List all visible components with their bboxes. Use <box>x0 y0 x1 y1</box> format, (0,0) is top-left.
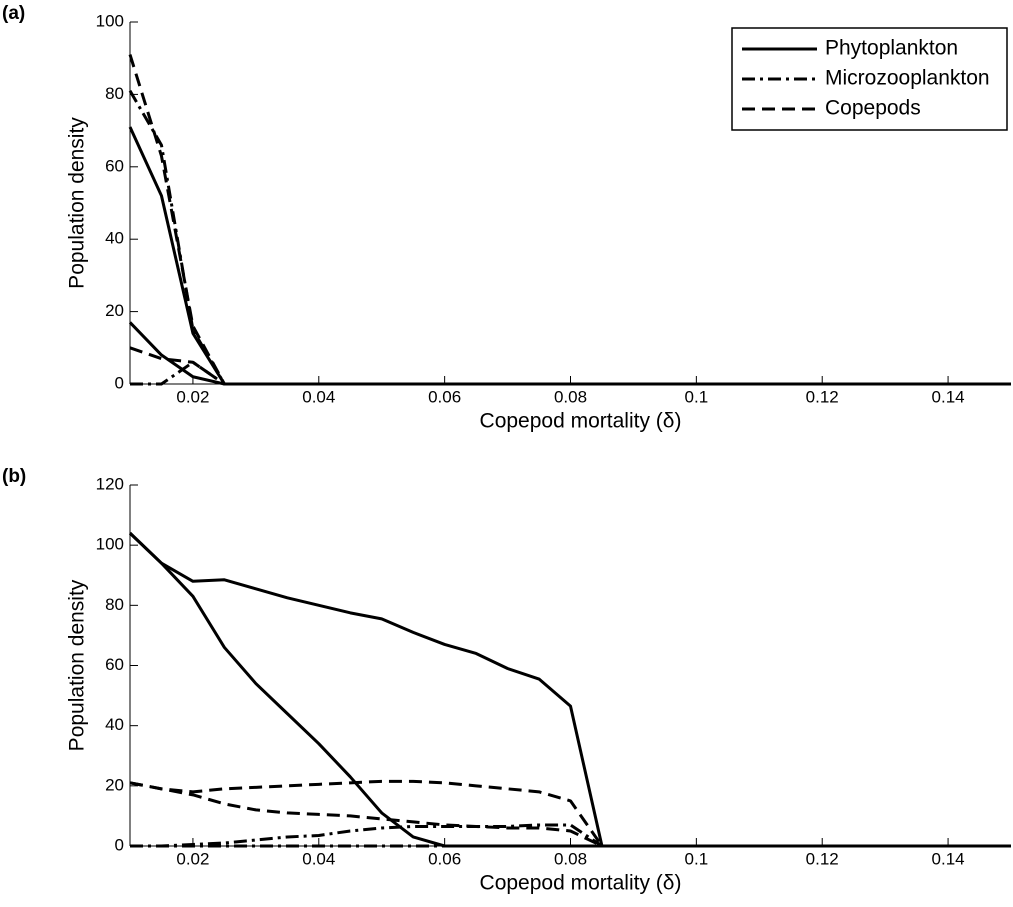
x-tick-label: 0.06 <box>428 849 461 868</box>
x-tick-label: 0.1 <box>685 387 709 406</box>
y-tick-label: 40 <box>105 715 124 734</box>
series-line <box>128 126 1011 386</box>
x-tick-label: 0.04 <box>302 849 335 868</box>
x-tick-label: 0.02 <box>176 849 209 868</box>
series-line <box>129 781 1011 848</box>
x-axis-label: Copepod mortality (δ) <box>480 410 682 433</box>
y-axis-label: Population density <box>66 579 89 751</box>
series-line <box>128 321 1011 386</box>
panel-label: (a) <box>2 3 25 24</box>
panel-label: (b) <box>2 466 26 487</box>
series-line <box>128 532 1011 848</box>
y-tick-label: 120 <box>96 474 124 493</box>
x-tick-label: 0.1 <box>685 849 709 868</box>
series-line <box>129 346 1011 386</box>
x-axis-label: Copepod mortality (δ) <box>480 872 682 895</box>
y-axis-label: Population density <box>66 117 89 289</box>
x-tick-label: 0.04 <box>302 387 335 406</box>
y-tick-label: 80 <box>105 84 124 103</box>
x-tick-label: 0.08 <box>554 849 587 868</box>
y-tick-label: 20 <box>105 775 124 794</box>
y-tick-label: 100 <box>96 535 124 554</box>
legend-label: Copepods <box>825 97 921 120</box>
series-line <box>129 779 1011 848</box>
series-line <box>128 90 1011 386</box>
x-tick-label: 0.14 <box>932 849 965 868</box>
y-tick-label: 60 <box>105 655 124 674</box>
y-tick-label: 60 <box>105 156 124 175</box>
legend-label: Phytoplankton <box>825 37 958 60</box>
y-tick-label: 0 <box>115 373 124 392</box>
y-tick-label: 100 <box>96 11 124 30</box>
y-tick-label: 40 <box>105 229 124 248</box>
x-tick-label: 0.02 <box>176 387 209 406</box>
x-tick-label: 0.08 <box>554 387 587 406</box>
y-tick-label: 80 <box>105 595 124 614</box>
x-tick-label: 0.06 <box>428 387 461 406</box>
legend-label: Microzooplankton <box>825 67 990 90</box>
x-tick-label: 0.12 <box>806 849 839 868</box>
x-tick-label: 0.12 <box>806 387 839 406</box>
y-tick-label: 20 <box>105 301 124 320</box>
x-tick-label: 0.14 <box>932 387 965 406</box>
y-tick-label: 0 <box>115 835 124 854</box>
